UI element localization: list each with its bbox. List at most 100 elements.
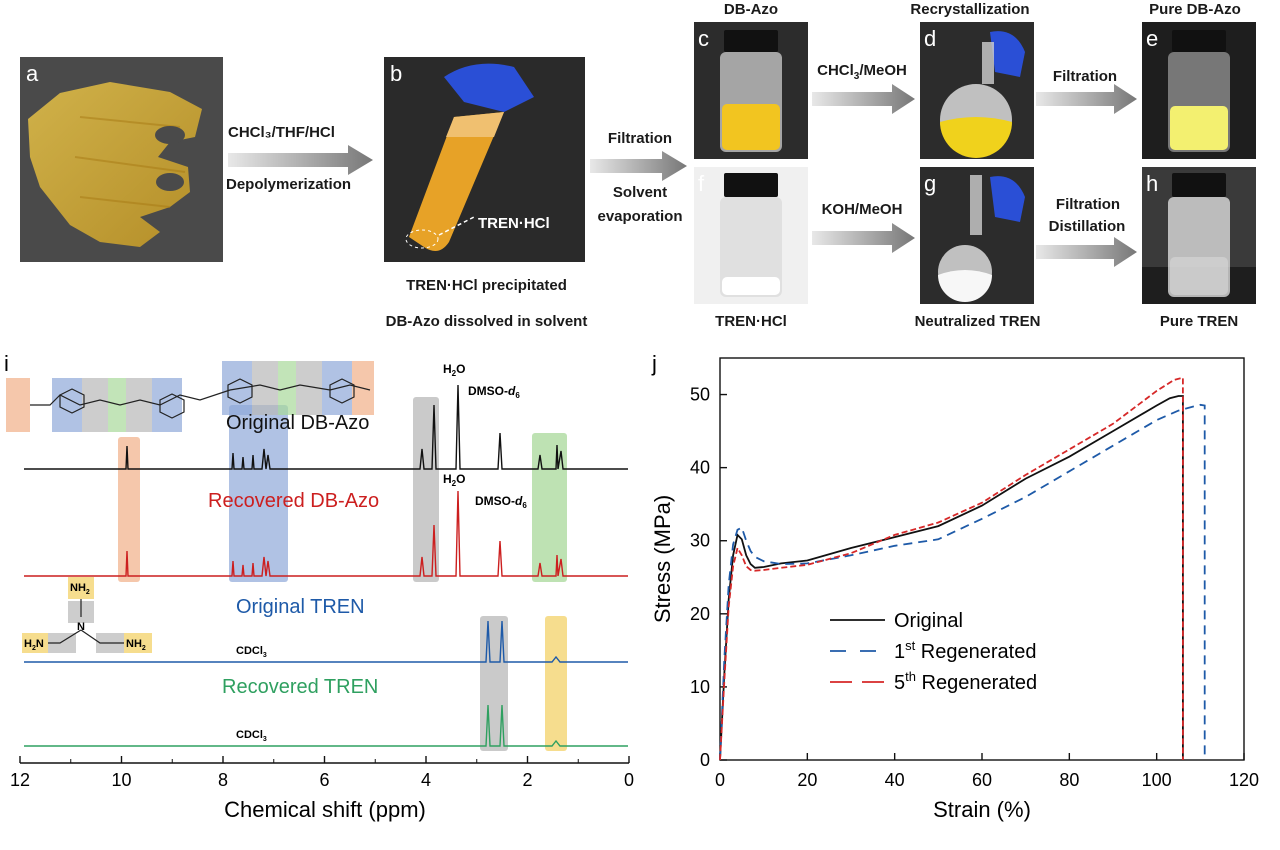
nmr-x-axis-label: Chemical shift (ppm)	[224, 797, 426, 822]
band-alkyl	[532, 433, 567, 582]
legend-label-0: Original	[894, 610, 963, 632]
panel-letter-f: f	[698, 171, 705, 196]
cdcl3-label-2: CDCl3	[236, 729, 267, 743]
arrow-c-to-d	[812, 84, 915, 114]
nmr-tick-label: 2	[522, 770, 532, 790]
series-line-2	[719, 376, 1184, 761]
spectrum-recovered-tren: Recovered TREN CDCl3	[24, 676, 628, 747]
spectrum-original-db-azo: Original DB-Azo H2O DMSO-d6	[24, 362, 628, 470]
arrow-label-filtration-2: Filtration	[1052, 68, 1118, 85]
arrow-label-chcl3-thf-hcl: CHCl₃/THF/HCl	[228, 124, 335, 141]
y-tick-label: 30	[690, 531, 710, 551]
tren-structure: NH2 N H2N NH2	[22, 577, 152, 653]
x-axis-label: Strain (%)	[933, 797, 1031, 822]
x-tick-label: 80	[1059, 770, 1079, 790]
plot-frame	[719, 357, 1245, 761]
legend: Original 1st Regenerated 5th Regenerated	[830, 610, 1037, 694]
caption-neutralized-tren: Neutralized TREN	[914, 313, 1041, 330]
nmr-tick-label: 4	[421, 770, 431, 790]
photo-panel-g: g	[920, 167, 1034, 304]
caption-pure-tren: Pure TREN	[1159, 313, 1239, 330]
film-image	[28, 82, 202, 247]
legend-label-1: 1st Regenerated	[894, 638, 1036, 663]
caption-tren-hcl: TREN·HCl	[715, 313, 787, 330]
dmso-label-1: DMSO-d6	[468, 384, 520, 400]
band-aromatic	[229, 405, 288, 582]
panel-letter-h: h	[1146, 171, 1159, 196]
photo-panel-f: f	[694, 167, 808, 304]
x-tick-label: 40	[885, 770, 905, 790]
arrow-label-koh-meoh: KOH/MeOH	[821, 201, 903, 218]
x-tick-label: 0	[715, 770, 725, 790]
y-tick-label: 40	[690, 458, 710, 478]
title-pure-db-azo: Pure DB-Azo	[1149, 1, 1241, 18]
title-recrystallization: Recrystallization	[910, 1, 1030, 18]
h2o-label-1: H2O	[443, 362, 465, 378]
panel-letter-d: d	[924, 26, 937, 51]
caption-tren-hcl-precipitated: TREN·HCl precipitated	[406, 277, 567, 294]
arrow-label-chcl3-meoh: CHCl3/MeOH	[806, 62, 918, 82]
photo-panel-a: a	[20, 57, 223, 262]
h2o-label-2: H2O	[443, 472, 465, 488]
panel-letter-b: b	[390, 61, 403, 86]
annotation-tren-hcl: TREN·HCl	[478, 215, 550, 232]
db-azo-structure	[6, 361, 374, 432]
band-aldehyde	[118, 437, 140, 582]
spectrum-recovered-db-azo: Recovered DB-Azo H2O DMSO-d6	[24, 472, 628, 577]
chcl3-text: CHCl	[817, 62, 854, 79]
nmr-x-axis: 12 10 8 6 4 2 0 Chemical shift (ppm)	[10, 756, 634, 822]
spectrum-label-original-db-azo: Original DB-Azo	[226, 412, 369, 434]
series-group	[719, 376, 1206, 761]
photo-panel-b: b TREN·HCl	[384, 57, 585, 262]
nmr-tick-label: 12	[10, 770, 30, 790]
arrow-label-filtration-1: Filtration	[607, 130, 673, 147]
flask-white-suspension	[938, 175, 1025, 302]
x-tick-label: 120	[1229, 770, 1259, 790]
series-line-1	[719, 403, 1206, 761]
photo-panel-c: c	[694, 22, 808, 159]
panel-letter-c: c	[698, 26, 709, 51]
vial-pure-yellow	[1168, 30, 1230, 152]
arrow-label-distillation: Distillation	[1048, 218, 1126, 235]
vial-clear-liquid	[1142, 173, 1256, 304]
nmr-spectra-panel: i Original DB-Azo H2O DMSO-d6	[4, 351, 634, 822]
x-tick-label: 20	[797, 770, 817, 790]
panel-letter-j: j	[651, 351, 657, 376]
vial-white-powder	[720, 173, 782, 297]
flask-yellow-solution	[940, 31, 1025, 158]
nmr-tick-label: 0	[624, 770, 634, 790]
title-db-azo: DB-Azo	[723, 1, 779, 18]
arrow-d-to-e	[1036, 84, 1137, 114]
y-axis-label: Stress (MPa)	[650, 495, 675, 623]
chcl3-subscript: 3	[853, 71, 860, 82]
arrow-label-evaporation: evaporation	[597, 208, 683, 225]
y-tick-label: 0	[700, 750, 710, 770]
legend-label-2: 5th Regenerated	[894, 669, 1037, 694]
arrow-label-filtration-3: Filtration	[1055, 196, 1121, 213]
y-tick-label: 50	[690, 385, 710, 405]
axis-ticks: 0 20 40 60 80 100 120 0 10 20 30 40 50	[690, 385, 1259, 790]
photo-panel-e: e	[1142, 22, 1256, 159]
y-tick-label: 20	[690, 604, 710, 624]
tren-h2n-left: H2N	[24, 638, 44, 652]
arrow-f-to-g	[812, 223, 915, 253]
panel-letter-i: i	[4, 351, 9, 376]
tube-image	[405, 63, 534, 251]
nmr-tick-label: 8	[218, 770, 228, 790]
panel-letter-g: g	[924, 171, 937, 196]
arrow-label-solvent: Solvent	[612, 184, 668, 201]
arrow-label-depolymerization: Depolymerization	[226, 176, 352, 193]
spectrum-label-recovered-tren: Recovered TREN	[222, 676, 378, 698]
meoh-text: /MeOH	[859, 62, 907, 79]
arrow-b-to-cf	[590, 151, 687, 181]
panel-letter-e: e	[1146, 26, 1159, 51]
tren-n-center: N	[77, 621, 85, 633]
x-tick-label: 100	[1142, 770, 1172, 790]
y-tick-label: 10	[690, 677, 710, 697]
x-tick-label: 60	[972, 770, 992, 790]
panel-letter-a: a	[26, 61, 39, 86]
series-line-0	[719, 395, 1184, 761]
tren-nh2-top: NH2	[70, 582, 90, 596]
dmso-label-2: DMSO-d6	[475, 494, 527, 510]
